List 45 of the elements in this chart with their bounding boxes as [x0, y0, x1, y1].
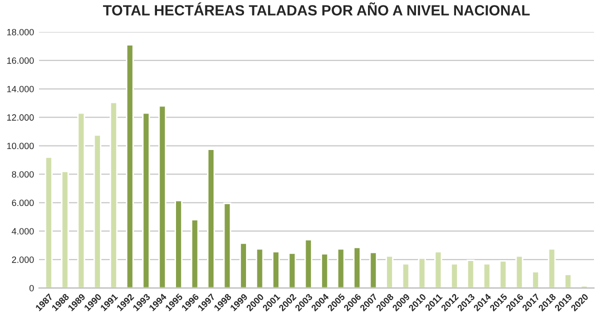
bar — [158, 105, 166, 288]
bar — [61, 170, 69, 288]
y-tick-label: 8.000 — [12, 171, 34, 178]
y-tick-label: 16.000 — [7, 57, 34, 64]
bar — [402, 263, 410, 288]
bar — [564, 274, 572, 288]
y-tick-label: 10.000 — [7, 142, 34, 150]
bar — [110, 102, 118, 288]
y-tick-label: 6.000 — [12, 200, 34, 206]
bar — [580, 285, 588, 288]
y-tick-label: 12.000 — [7, 114, 34, 121]
bar — [434, 251, 442, 288]
bar — [482, 263, 491, 288]
bar — [288, 252, 296, 288]
bar — [532, 270, 540, 288]
y-tick-label: 4.000 — [12, 228, 34, 234]
bar — [77, 112, 86, 288]
bar — [272, 251, 280, 288]
bar — [256, 248, 264, 288]
bar — [223, 202, 232, 288]
bar — [142, 112, 150, 288]
bar — [418, 257, 426, 288]
bar — [304, 238, 312, 288]
bar — [548, 248, 556, 288]
bar — [515, 255, 524, 288]
bar — [190, 219, 199, 288]
bar — [466, 260, 475, 288]
bar — [93, 134, 102, 288]
bar — [240, 242, 248, 288]
chart-title: TOTAL HECTÁREAS TALADAS POR AÑO A NIVEL NACIONAL — [103, 2, 530, 16]
y-tick-label: 18.000 — [7, 28, 34, 36]
bar — [174, 200, 182, 288]
bar — [499, 260, 508, 288]
bar — [386, 255, 394, 288]
bar — [336, 248, 345, 288]
y-tick-label: 2.000 — [12, 256, 34, 263]
bar — [450, 263, 458, 288]
bar — [320, 253, 329, 288]
bar — [126, 44, 134, 288]
bar — [353, 246, 362, 288]
bar — [207, 148, 215, 288]
y-tick-label: 0 — [29, 284, 34, 292]
y-tick-label: 14.000 — [7, 86, 34, 92]
bar — [369, 252, 378, 288]
bar — [44, 156, 53, 288]
